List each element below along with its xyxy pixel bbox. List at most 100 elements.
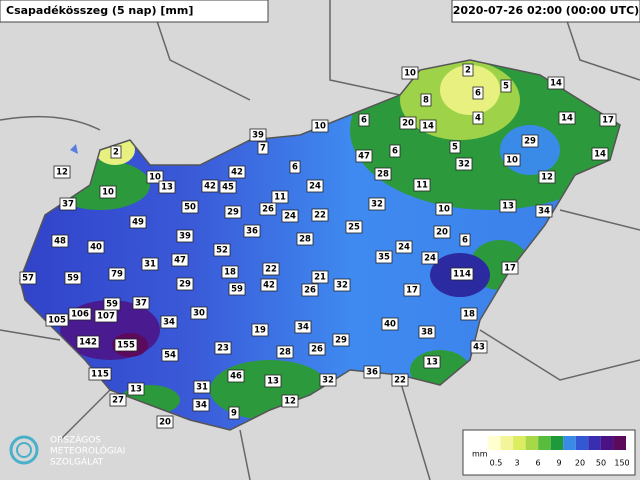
station-box (87, 240, 105, 254)
station-box (190, 306, 208, 320)
station-value: 115 (91, 370, 109, 380)
station-value: 14 (594, 150, 606, 160)
station-value: 29 (227, 208, 239, 218)
station-value: 42 (231, 168, 243, 178)
station: 47 (171, 253, 189, 267)
station-box (132, 296, 150, 310)
station-value: 114 (453, 270, 471, 280)
station-value: 79 (111, 270, 123, 280)
station: 79 (108, 267, 126, 281)
station: 20 (156, 415, 174, 429)
legend-swatch (563, 436, 576, 450)
station-box (127, 382, 145, 396)
station: 10 (99, 185, 117, 199)
station-box (176, 277, 194, 291)
station: 21 (311, 270, 329, 284)
station-box (450, 267, 474, 281)
station-value: 24 (424, 254, 436, 264)
station: 59 (228, 282, 246, 296)
lake (70, 144, 78, 154)
station: 24 (281, 209, 299, 223)
legend-swatch (600, 436, 614, 450)
station: 59 (64, 271, 82, 285)
station-box (99, 185, 117, 199)
station: 6 (389, 144, 401, 158)
station-box (193, 380, 211, 394)
station: 13 (127, 382, 145, 396)
station-value: 10 (102, 188, 114, 198)
station: 5 (500, 79, 512, 93)
station-value: 42 (263, 281, 275, 291)
station-box (363, 365, 381, 379)
station-value: 9 (231, 409, 237, 419)
station-value: 39 (179, 232, 191, 242)
legend-label: 3 (514, 459, 519, 468)
title: Csapadékösszeg (5 nap) [mm] (6, 4, 193, 17)
title-box (0, 0, 269, 23)
station-box (449, 140, 461, 154)
station: 42 (201, 179, 219, 193)
station-value: 12 (56, 168, 68, 178)
station: 32 (319, 373, 337, 387)
station-value: 2 (113, 148, 119, 158)
station-value: 34 (538, 207, 550, 217)
station: 52 (213, 243, 231, 257)
station-box (192, 398, 210, 412)
logo-line: METEOROLÓGIAI (50, 445, 125, 457)
station-value: 22 (265, 265, 277, 275)
station: 39 (249, 128, 267, 142)
station-box (381, 317, 399, 331)
station-value: 6 (292, 163, 298, 173)
station: 4 (472, 111, 484, 125)
station-value: 38 (421, 328, 433, 338)
station-box (535, 204, 553, 218)
station: 34 (294, 320, 312, 334)
station-value: 59 (106, 300, 118, 310)
station: 17 (599, 113, 617, 127)
station-value: 47 (174, 256, 186, 266)
station: 14 (419, 119, 437, 133)
station-box (455, 157, 473, 171)
station-box (423, 355, 441, 369)
station-box (472, 86, 484, 100)
station: 17 (403, 283, 421, 297)
legend-swatch (588, 436, 601, 450)
station: 11 (271, 190, 289, 204)
station: 10 (401, 66, 419, 80)
station-box (110, 145, 122, 159)
station-box (500, 79, 512, 93)
station: 25 (345, 220, 363, 234)
station-box (108, 267, 126, 281)
station: 34 (160, 315, 178, 329)
station: 17 (501, 261, 519, 275)
station: 24 (395, 240, 413, 254)
station: 6 (472, 86, 484, 100)
station-value: 5 (452, 143, 458, 153)
station-box (257, 141, 269, 155)
station: 40 (381, 317, 399, 331)
station-box (538, 170, 556, 184)
station-box (418, 325, 436, 339)
station-box (276, 345, 294, 359)
station: 34 (192, 398, 210, 412)
station-box (271, 190, 289, 204)
station-box (224, 205, 242, 219)
station-value: 18 (224, 268, 236, 278)
station-box (243, 224, 261, 238)
station-box (281, 209, 299, 223)
station: 10 (435, 202, 453, 216)
station-value: 20 (436, 228, 448, 238)
station-box (521, 134, 539, 148)
station-value: 40 (384, 320, 396, 330)
station: 2 (110, 145, 122, 159)
station-box (228, 165, 246, 179)
station-box (421, 251, 439, 265)
station-box (281, 394, 299, 408)
legend-label: 9 (556, 459, 561, 468)
station: 9 (228, 406, 240, 420)
station: 18 (460, 307, 478, 321)
station: 50 (181, 200, 199, 214)
station-value: 10 (149, 173, 161, 183)
station: 47 (355, 149, 373, 163)
station-box (227, 369, 245, 383)
